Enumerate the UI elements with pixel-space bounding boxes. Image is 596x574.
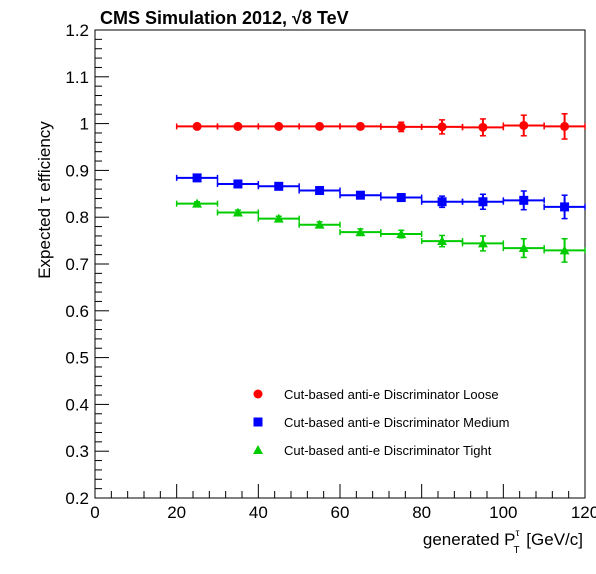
y-tick-label: 0.2: [65, 489, 89, 508]
x-tick-label: 120: [571, 503, 596, 522]
chart-title: CMS Simulation 2012, √8 TeV: [100, 8, 349, 28]
data-point: [477, 238, 488, 248]
axis-ticks: 0 20 40 60 80 100 120 0.2 0.3 0.4 0.5 0.6 0.7 0.8 0.9 1…: [65, 21, 596, 522]
y-tick-label: 0.7: [65, 255, 89, 274]
x-axis-title-subscript: T: [513, 545, 519, 556]
y-tick-label: 1: [80, 115, 89, 134]
y-tick-label: 0.5: [65, 349, 89, 368]
data-point: [396, 193, 406, 203]
x-axis-title-superscript: τ: [516, 528, 520, 539]
y-tick-label: 0.9: [65, 161, 89, 180]
data-point: [233, 179, 243, 189]
series-circle: [175, 113, 586, 140]
data-point: [315, 186, 325, 196]
x-axis-title-unit: [GeV/c]: [522, 530, 583, 549]
data-point: [396, 122, 406, 132]
x-axis-title: generated Pτ T [GeV/c]: [423, 528, 583, 556]
data-point: [274, 181, 284, 191]
y-tick-label: 0.4: [65, 395, 89, 414]
x-tick-label: 40: [249, 503, 268, 522]
data-point: [478, 122, 488, 132]
data-point: [232, 207, 243, 217]
data-point: [355, 227, 366, 237]
data-point: [192, 121, 202, 131]
y-tick-label: 0.8: [65, 208, 89, 227]
data-point: [233, 121, 243, 131]
legend-marker-square: [253, 417, 263, 427]
x-tick-label: 80: [412, 503, 431, 522]
x-axis-title-main: generated P: [423, 530, 516, 549]
y-tick-label: 0.3: [65, 442, 89, 461]
data-point: [437, 197, 447, 207]
x-tick-label: 100: [489, 503, 517, 522]
x-tick-label: 20: [167, 503, 186, 522]
data-point: [437, 122, 447, 132]
legend-entry-label: Cut-based anti-e Discriminator Medium: [284, 415, 509, 430]
data-point: [355, 190, 365, 200]
legend-marker-circle: [253, 389, 263, 399]
legend-entry-label: Cut-based anti-e Discriminator Loose: [284, 387, 499, 402]
legend-marker-triangle: [253, 445, 263, 454]
data-point: [519, 195, 529, 205]
y-tick-label: 0.6: [65, 302, 89, 321]
data-point: [560, 121, 570, 131]
y-axis-title: Expected τ efficiency: [35, 121, 54, 279]
series-square: [175, 173, 586, 220]
data-point: [192, 198, 203, 208]
data-point: [355, 121, 365, 131]
data-point: [559, 245, 570, 255]
data-point: [396, 229, 407, 239]
data-point: [273, 213, 284, 223]
data-point: [519, 120, 529, 130]
series-triangle: [175, 198, 586, 263]
data-point: [478, 197, 488, 207]
x-tick-label: 0: [90, 503, 99, 522]
legend-entry-label: Cut-based anti-e Discriminator Tight: [284, 443, 492, 458]
data-series: [175, 113, 586, 263]
y-tick-label: 1.2: [65, 21, 89, 40]
y-tick-label: 1.1: [65, 68, 89, 87]
data-point: [192, 173, 202, 183]
data-point: [314, 219, 325, 229]
data-point: [437, 236, 448, 246]
legend: Cut-based anti-e Discriminator Loose Cut-…: [253, 387, 509, 458]
data-point: [274, 121, 284, 131]
data-point: [518, 243, 529, 253]
data-point: [315, 121, 325, 131]
data-point: [560, 202, 570, 212]
x-tick-label: 60: [331, 503, 350, 522]
